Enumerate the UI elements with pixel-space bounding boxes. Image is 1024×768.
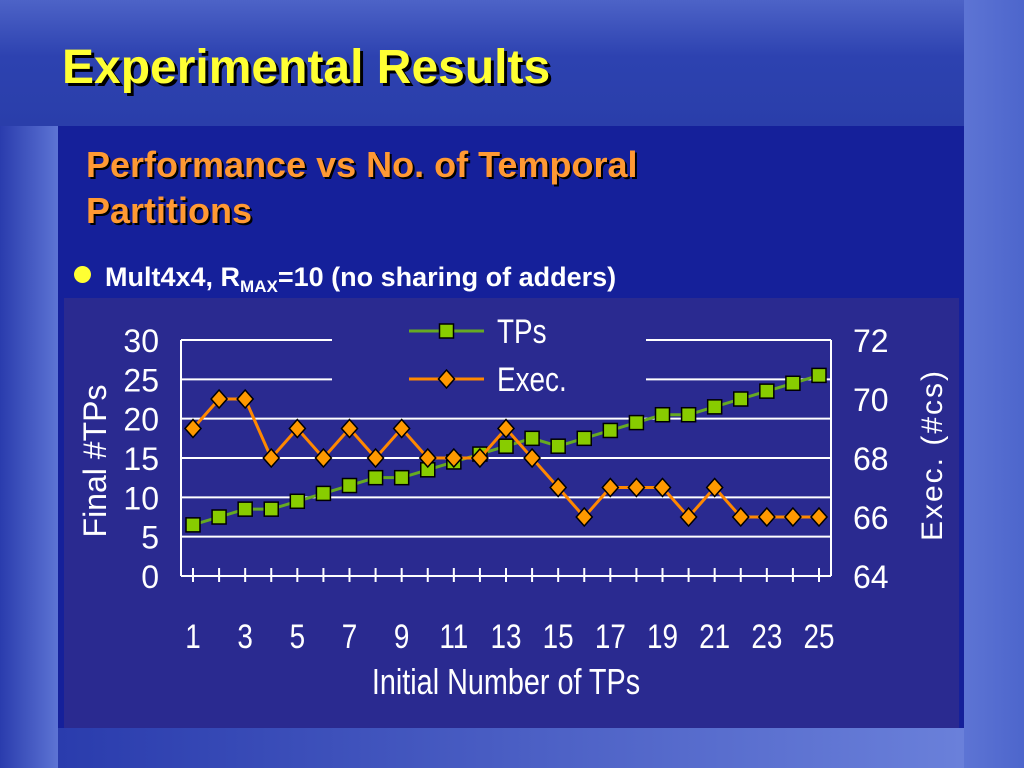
left-decor-band: [0, 126, 58, 768]
x-axis-label: Initial Number of TPs: [372, 661, 640, 702]
x-tick-label: 3: [237, 617, 253, 655]
y2-tick-label: 66: [853, 500, 889, 536]
exec-point: [783, 506, 802, 528]
x-tick-label: 23: [751, 617, 782, 655]
exec-point: [523, 447, 542, 469]
tps-point: [759, 383, 775, 399]
exec-point: [470, 447, 489, 469]
bullet-text-after: =10 (no sharing of adders): [277, 262, 617, 292]
tps-point: [393, 469, 410, 486]
tps-point: [576, 430, 592, 447]
exec-point: [731, 506, 750, 528]
legend-exec-marker: [437, 368, 456, 390]
exec-point: [549, 477, 568, 498]
exec-point: [366, 447, 385, 469]
y2-tick-label: 70: [853, 382, 889, 418]
exec-point: [627, 477, 646, 498]
bullet-dot-icon: [74, 266, 91, 283]
y-tick-label: 15: [123, 441, 159, 477]
exec-point: [496, 418, 516, 439]
tps-point: [211, 509, 227, 525]
x-tick-label: 11: [439, 617, 468, 655]
bullet-text-before: Mult4x4, R: [105, 262, 241, 292]
tps-point: [367, 469, 384, 486]
y-tick-label: 10: [123, 480, 159, 516]
tps-point: [628, 414, 645, 431]
bottom-decor-band: [58, 728, 964, 768]
chart-panel: 0 5 10 15 20 25 30 64 66 68 70 72 1 3 5 7 9 11 13 15 17 19 21 2…: [64, 298, 959, 728]
exec-point: [183, 418, 203, 439]
tps-point: [602, 422, 619, 439]
slide-title: Experimental Results: [62, 41, 551, 94]
tps-point: [785, 375, 801, 392]
bullet-item: Mult4x4, RMAX=10 (no sharing of adders): [74, 262, 616, 297]
y-tick-label: 5: [141, 520, 159, 556]
exec-point: [757, 506, 776, 528]
y-tick-label: 30: [123, 323, 159, 359]
legend-label: Exec.: [497, 360, 567, 398]
x-tick-label: 13: [490, 617, 521, 655]
y2-tick-label: 64: [853, 559, 889, 595]
x-tick-label: 25: [803, 617, 834, 655]
x-tick-label: 9: [394, 617, 410, 655]
y2-axis-label: Exec. (#cs): [916, 369, 949, 541]
tps-point: [237, 501, 253, 517]
x-tick-label: 17: [595, 617, 626, 655]
exec-point: [705, 477, 724, 498]
tps-point: [524, 430, 540, 447]
exec-point: [418, 447, 437, 469]
exec-point: [210, 388, 229, 410]
bullet-subscript: MAX: [240, 277, 278, 296]
tps-point: [811, 367, 827, 384]
exec-point: [340, 418, 359, 439]
tps-point: [263, 501, 279, 517]
tps-point: [498, 438, 514, 454]
exec-point: [575, 506, 594, 528]
x-tick-label: 1: [185, 617, 201, 655]
exec-point: [653, 477, 672, 498]
right-decor-band: [964, 0, 1024, 768]
slide-subtitle: Performance vs No. of Temporal Partition…: [86, 144, 638, 231]
y2-tick-label: 68: [853, 441, 889, 477]
x-tick-label: 5: [290, 617, 306, 655]
exec-point: [262, 447, 281, 469]
tps-point: [315, 485, 332, 502]
tps-point: [680, 406, 697, 423]
y-axis-label: Final #TPs: [77, 385, 113, 538]
exec-point: [444, 447, 463, 469]
tps-point: [341, 477, 358, 494]
legend-label: TPs: [497, 312, 547, 350]
tps-point: [654, 406, 671, 423]
exec-point: [288, 418, 307, 439]
title-band: [0, 0, 964, 126]
exec-point: [601, 477, 620, 498]
exec-point: [679, 506, 698, 528]
tps-point: [733, 391, 749, 407]
exec-point: [809, 506, 829, 528]
tps-point: [706, 399, 723, 415]
y-tick-label: 25: [123, 362, 159, 398]
tps-point: [289, 493, 306, 510]
y-tick-label: 20: [123, 402, 159, 438]
x-tick-label: 7: [342, 617, 358, 655]
x-tick-label: 15: [543, 617, 574, 655]
exec-point: [392, 418, 411, 439]
exec-point: [236, 388, 255, 410]
tps-point: [185, 517, 201, 533]
y-tick-label: 0: [141, 559, 159, 595]
x-tick-label: 21: [699, 617, 730, 655]
x-tick-label: 19: [647, 617, 678, 655]
exec-point: [314, 447, 333, 469]
y2-tick-label: 72: [853, 323, 889, 359]
tps-point: [550, 438, 566, 454]
legend-tps-marker: [438, 323, 455, 339]
